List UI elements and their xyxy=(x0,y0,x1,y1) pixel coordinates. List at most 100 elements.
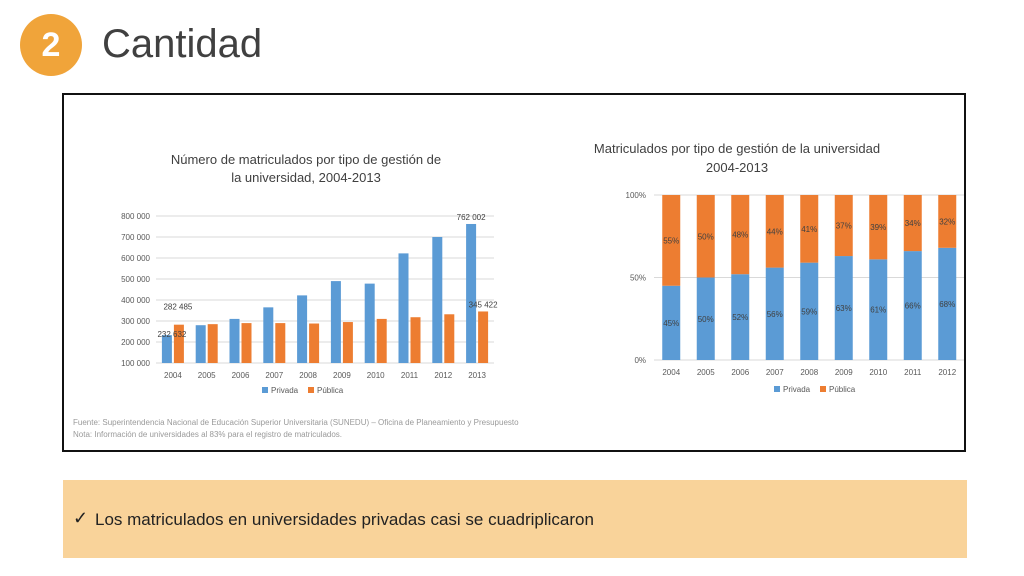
chart1-xtick-label: 2009 xyxy=(333,371,351,380)
chart2-title-line1: Matriculados por tipo de gestión de la u… xyxy=(594,141,880,156)
chart2-xtick-label: 2011 xyxy=(904,368,922,377)
chart1-bar-publica xyxy=(410,317,421,363)
chart1-bar-publica xyxy=(376,318,387,363)
chart2-xtick-label: 2005 xyxy=(697,368,715,377)
chart1-bar-privada xyxy=(364,283,375,363)
chart1-xtick-label: 2008 xyxy=(299,371,317,380)
chart2-xtick-label: 2009 xyxy=(835,368,853,377)
chart1-data-label: 762 002 xyxy=(457,213,486,222)
chart2-bar-publica xyxy=(869,195,888,260)
chart1-data-label: 232 632 xyxy=(157,330,186,339)
chart2-bar-privada xyxy=(903,251,922,360)
chart1-bar-privada xyxy=(195,325,206,363)
chart2-bar-publica xyxy=(903,195,922,252)
chart2-ytick-label: 0% xyxy=(634,356,646,365)
chart1-ytick-label: 100 000 xyxy=(121,359,150,368)
stacked-chart-porcentaje: Matriculados por tipo de gestión de la u… xyxy=(594,141,964,394)
chart2-data-label-publica: 48% xyxy=(732,231,748,240)
slide-number-badge: 2 xyxy=(20,14,82,76)
chart2-bar-privada xyxy=(938,247,957,360)
chart2-legend-label: Pública xyxy=(829,385,856,394)
chart2-bar-privada xyxy=(662,285,681,360)
chart1-bar-publica xyxy=(309,323,320,363)
chart2-data-label-publica: 44% xyxy=(767,227,783,236)
chart1-legend-swatch xyxy=(262,387,268,393)
chart2-data-label-publica: 41% xyxy=(801,225,817,234)
chart2-data-label-privada: 45% xyxy=(663,319,679,328)
chart1-bar-privada xyxy=(263,307,274,363)
chart1-legend-label: Privada xyxy=(271,386,299,395)
chart2-data-label-privada: 59% xyxy=(801,307,817,316)
conclusion-banner: ✓ Los matriculados en universidades priv… xyxy=(63,480,967,558)
chart2-data-label-publica: 55% xyxy=(663,236,679,245)
chart2-bar-publica xyxy=(938,195,957,248)
chart1-data-label: 345 422 xyxy=(469,300,498,309)
chart2-ytick-label: 50% xyxy=(630,274,646,283)
slide-number: 2 xyxy=(41,25,61,64)
chart2-bar-publica xyxy=(800,195,819,263)
chart1-ytick-label: 700 000 xyxy=(121,233,150,242)
chart1-bar-publica xyxy=(478,311,489,363)
slide-title: Cantidad xyxy=(102,22,263,66)
chart2-data-label-privada: 52% xyxy=(732,313,748,322)
note-line: Nota: Información de universidades al 83… xyxy=(73,430,343,439)
chart1-bar-privada xyxy=(229,318,240,363)
chart2-bar-privada xyxy=(834,256,853,360)
chart1-bar-publica xyxy=(342,322,353,363)
chart2-data-label-privada: 61% xyxy=(870,306,886,315)
source-line: Fuente: Superintendencia Nacional de Edu… xyxy=(73,418,519,427)
chart1-ytick-label: 500 000 xyxy=(121,275,150,284)
chart2-legend-label: Privada xyxy=(783,385,811,394)
chart2-bar-publica xyxy=(662,195,681,286)
chart2-bar-publica xyxy=(834,195,853,257)
chart2-xtick-label: 2010 xyxy=(869,368,887,377)
chart2-data-label-privada: 63% xyxy=(836,304,852,313)
chart2-title-line2: 2004-2013 xyxy=(706,160,768,175)
chart2-legend-swatch xyxy=(820,386,826,392)
chart2-data-label-privada: 56% xyxy=(767,310,783,319)
conclusion-text: Los matriculados en universidades privad… xyxy=(95,510,594,529)
chart2-bar-privada xyxy=(765,267,784,360)
chart2-data-label-publica: 34% xyxy=(905,219,921,228)
chart1-data-label: 282 485 xyxy=(163,303,192,312)
chart1-bar-publica xyxy=(444,314,455,363)
chart2-data-label-privada: 50% xyxy=(698,315,714,324)
chart1-xtick-label: 2004 xyxy=(164,371,182,380)
chart1-ytick-label: 600 000 xyxy=(121,254,150,263)
chart2-bar-publica xyxy=(731,195,750,275)
chart2-xtick-label: 2012 xyxy=(938,368,956,377)
chart1-xtick-label: 2011 xyxy=(401,371,419,380)
chart2-bar-privada xyxy=(869,259,888,360)
chart1-ytick-label: 200 000 xyxy=(121,338,150,347)
chart1-bar-privada xyxy=(297,295,308,363)
chart1-bar-publica xyxy=(241,323,252,363)
chart2-bar-publica xyxy=(696,195,715,278)
chart1-xtick-label: 2005 xyxy=(198,371,216,380)
chart1-bar-privada xyxy=(398,253,409,363)
chart1-xtick-label: 2007 xyxy=(265,371,283,380)
chart1-xtick-label: 2012 xyxy=(434,371,452,380)
chart2-xtick-label: 2008 xyxy=(800,368,818,377)
bar-chart-matriculados: Número de matriculados por tipo de gesti… xyxy=(121,152,498,395)
chart1-xtick-label: 2013 xyxy=(468,371,486,380)
chart1-xtick-label: 2010 xyxy=(367,371,385,380)
chart2-data-label-publica: 39% xyxy=(870,223,886,232)
chart2-xtick-label: 2006 xyxy=(731,368,749,377)
chart1-bar-privada xyxy=(466,223,477,363)
checkmark-icon: ✓ xyxy=(73,508,89,528)
chart2-xtick-label: 2004 xyxy=(662,368,680,377)
chart2-bar-publica xyxy=(765,195,784,268)
chart1-bar-publica xyxy=(207,324,218,363)
charts-frame: Número de matriculados por tipo de gesti… xyxy=(62,93,966,452)
chart1-bar-publica xyxy=(173,324,184,363)
chart1-ytick-label: 400 000 xyxy=(121,296,150,305)
chart2-bar-privada xyxy=(731,274,750,360)
chart2-data-label-publica: 50% xyxy=(698,232,714,241)
chart2-bar-privada xyxy=(800,262,819,360)
chart2-xtick-label: 2007 xyxy=(766,368,784,377)
chart1-bar-publica xyxy=(275,323,286,363)
chart1-bar-privada xyxy=(330,281,341,363)
chart2-data-label-publica: 37% xyxy=(836,222,852,231)
chart2-data-label-privada: 66% xyxy=(905,302,921,311)
chart1-ytick-label: 300 000 xyxy=(121,317,150,326)
